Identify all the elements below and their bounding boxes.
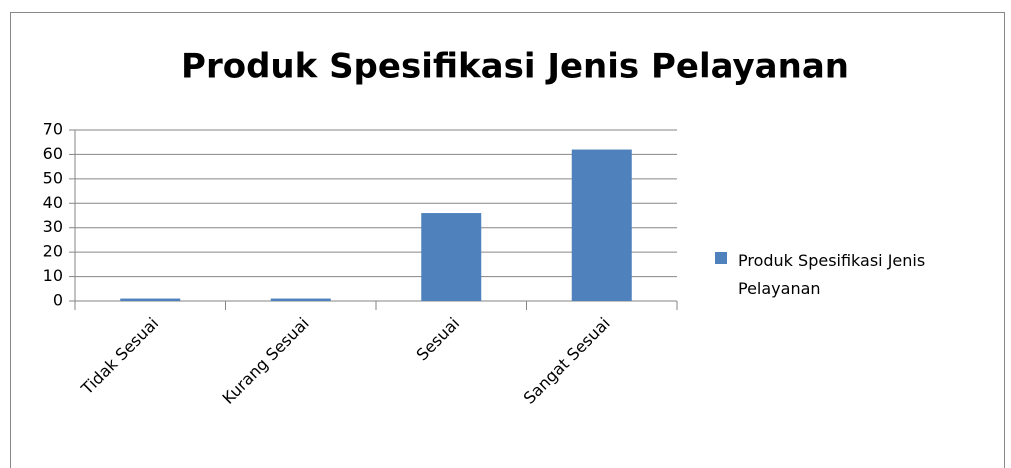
chart-border — [10, 12, 1005, 468]
bar — [120, 298, 181, 301]
legend-label: Produk Spesifikasi Jenis Pelayanan — [738, 251, 926, 298]
y-tick-label: 50 — [43, 168, 63, 187]
legend-swatch — [715, 252, 727, 264]
y-tick-label: 0 — [53, 291, 63, 310]
y-tick-label: 30 — [43, 217, 63, 236]
bar — [571, 149, 632, 301]
bar — [421, 213, 482, 301]
y-tick-label: 10 — [43, 266, 63, 285]
y-tick-label: 40 — [43, 193, 63, 212]
chart-title: Produk Spesifikasi Jenis Pelayanan — [181, 47, 849, 87]
y-tick-label: 70 — [43, 120, 63, 139]
y-tick-label: 20 — [43, 242, 63, 261]
y-tick-label: 60 — [43, 144, 63, 163]
bar — [270, 298, 331, 301]
